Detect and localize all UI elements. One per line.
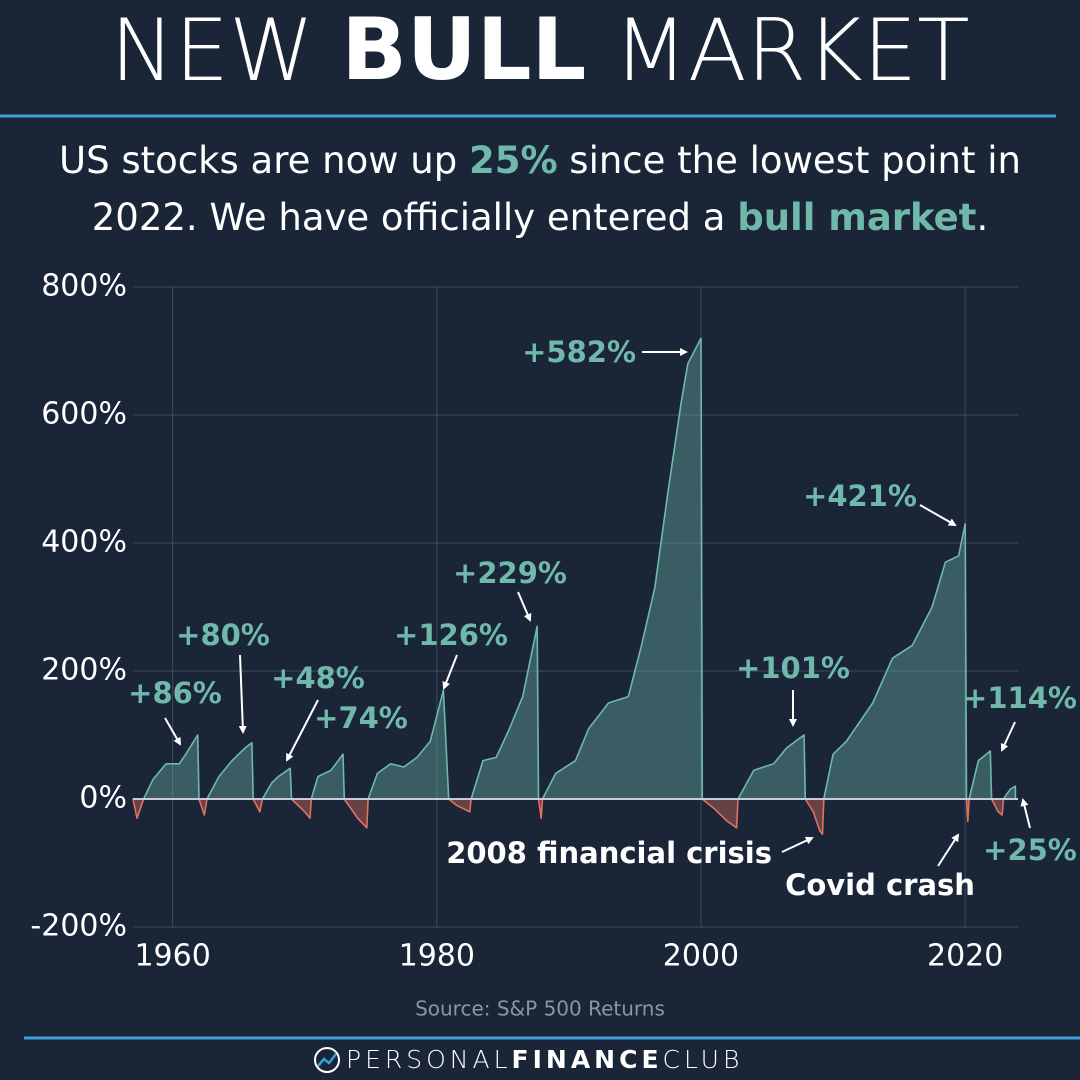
subtitle-part: 2022. We have officially entered a (92, 196, 737, 239)
subtitle-line: 2022. We have officially entered a bull … (92, 196, 988, 239)
subtitle-highlight: bull market (737, 196, 976, 239)
brand-part: PERSONAL (346, 1045, 512, 1074)
annotation: +80% (176, 618, 270, 652)
y-tick-label: 0% (79, 781, 127, 816)
y-tick-label: 600% (41, 397, 127, 432)
brand-part: CLUB (663, 1045, 744, 1074)
annotation-arrow (781, 836, 814, 853)
annotation-arrow (238, 654, 247, 734)
annotation: +48% (271, 661, 365, 695)
annotation-arrow (1000, 721, 1016, 752)
annotation: +114% (963, 681, 1077, 715)
title-part: BULL (341, 0, 586, 100)
annotation-arrow (286, 699, 319, 762)
y-tick-label: 400% (41, 525, 127, 560)
subtitle-line: US stocks are now up 25% since the lowes… (59, 139, 1021, 182)
y-tick-label: 800% (41, 269, 127, 304)
annotation-arrow (442, 654, 458, 690)
chart-title: NEW BULL MARKET (110, 0, 969, 100)
annotation: +582% (522, 335, 636, 369)
brand-part: FINANCE (512, 1045, 663, 1074)
brand-logo (314, 1047, 340, 1073)
source-note: Source: S&P 500 Returns (415, 997, 665, 1021)
annotation-arrow (517, 591, 532, 622)
title-part: NEW (110, 1, 341, 101)
annotation-arrow (164, 717, 181, 746)
annotation-arrow (1020, 798, 1031, 829)
annotation: +25% (983, 833, 1077, 867)
x-tick-label: 1980 (399, 939, 475, 974)
area (132, 337, 1017, 835)
subtitle-part: . (976, 196, 988, 239)
annotation: Covid crash (785, 868, 975, 902)
subtitle-highlight: 25% (469, 139, 558, 182)
title-part: MARKET (586, 1, 969, 101)
y-tick-label: 200% (41, 653, 127, 688)
annotation: +229% (453, 556, 567, 590)
annotation: +74% (314, 701, 408, 735)
annotation: 2008 financial crisis (446, 836, 772, 870)
plot-area: -200% 0% 200% 400% 600% 800% 1960 1980 2000 2020 +… (30, 269, 1077, 974)
annotation: +126% (394, 618, 508, 652)
subtitle-part: since the lowest point in (558, 139, 1021, 182)
x-tick-label: 2020 (927, 939, 1003, 974)
brand: PERSONALFINANCECLUB (346, 1045, 743, 1074)
x-tick-label: 2000 (663, 939, 739, 974)
annotation-arrow (937, 833, 960, 867)
annotation: +101% (736, 651, 850, 685)
x-tick-label: 1960 (134, 939, 210, 974)
annotation: +421% (803, 479, 917, 513)
y-tick-label: -200% (30, 909, 127, 944)
subtitle-part: US stocks are now up (59, 139, 469, 182)
annotation: +86% (128, 676, 222, 710)
annotation-arrow (919, 504, 957, 526)
